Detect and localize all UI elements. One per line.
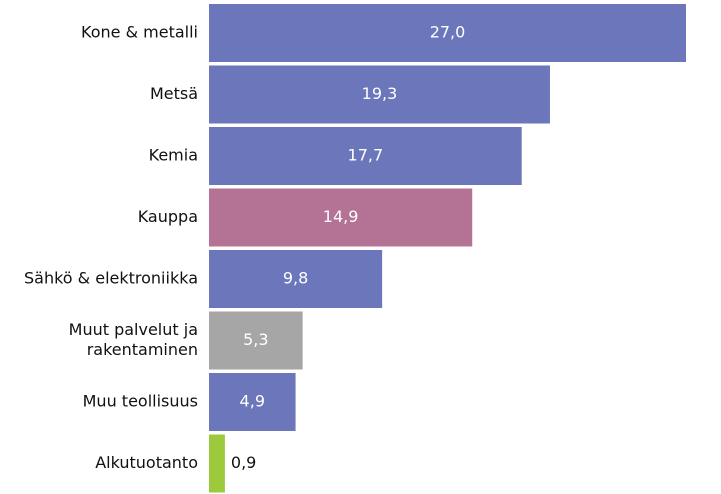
category-label-5: Muut palvelut ja rakentaminen <box>69 320 198 359</box>
category-label-2: Kemia <box>149 146 198 165</box>
bar-2 <box>209 127 522 185</box>
value-label-4: 9,8 <box>283 269 308 288</box>
bar-3 <box>209 188 473 247</box>
bar-1 <box>209 65 550 124</box>
value-label-3: 14,9 <box>323 207 359 226</box>
value-label-7: 0,9 <box>231 453 256 472</box>
category-label-7: Alkutuotanto <box>95 453 198 472</box>
category-label-0: Kone & metalli <box>81 23 198 42</box>
category-label-4: Sähkö & elektroniikka <box>24 269 198 288</box>
bar-0 <box>209 4 686 62</box>
bar-5 <box>209 311 303 370</box>
bar-6 <box>209 373 296 431</box>
value-label-2: 17,7 <box>348 146 384 165</box>
category-label-6: Muu teollisuus <box>83 392 198 411</box>
value-label-0: 27,0 <box>430 23 466 42</box>
category-label-3: Kauppa <box>138 207 198 226</box>
bar-7 <box>209 434 225 493</box>
bar-4 <box>209 250 383 308</box>
value-label-5: 5,3 <box>243 330 268 349</box>
value-label-1: 19,3 <box>362 84 398 103</box>
category-label-1: Metsä <box>150 84 198 103</box>
value-label-6: 4,9 <box>240 392 265 411</box>
